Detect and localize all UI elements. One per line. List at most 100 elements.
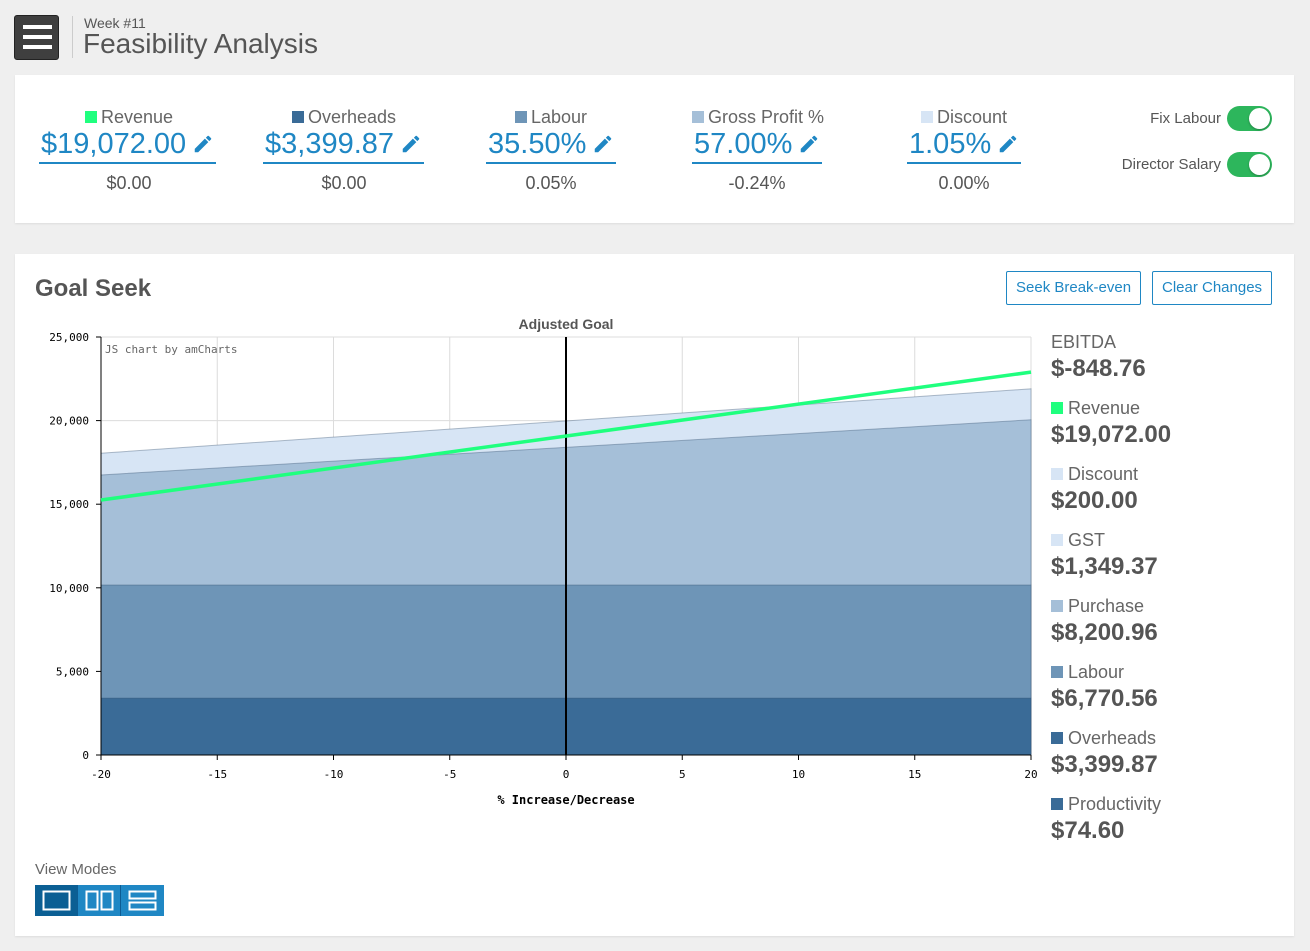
legend-label: Revenue [1068,398,1141,418]
legend-item-discount[interactable]: Discount $200.00 [1051,464,1291,530]
menu-icon-bar [23,35,52,39]
toggle-knob [1249,154,1270,175]
legend-value: $1,349.37 [1051,553,1158,580]
overheads-value-link[interactable]: $3,399.87 [263,127,425,164]
week-label: Week #11 [84,15,146,31]
legend-item-ebitda[interactable]: EBITDA $-848.76 [1051,332,1291,398]
legend-item-labour[interactable]: Labour $6,770.56 [1051,662,1291,728]
header-divider [72,16,73,58]
legend-value: $74.60 [1051,817,1125,844]
view-modes-label: View Modes [35,861,117,878]
pencil-icon [999,135,1017,153]
overheads-swatch [291,111,304,123]
legend-item-overheads[interactable]: Overheads $3,399.87 [1051,728,1291,794]
single-pane-icon [42,890,71,911]
legend-value: $6,770.56 [1051,685,1158,712]
legend-label: Discount [1068,464,1139,484]
clear-changes-button[interactable]: Clear Changes [1152,271,1273,305]
chart-title: Adjusted Goal [519,316,614,332]
director-salary-toggle[interactable] [1227,152,1272,177]
metric-label: Overheads [307,107,397,127]
seek-break-even-button[interactable]: Seek Break-even [1006,271,1142,305]
legend-label: GST [1068,530,1106,550]
y-tick-label: 25,000 [49,331,89,344]
legend-swatch [1051,534,1063,546]
view-mode-columns-button[interactable] [78,885,121,916]
metric-label: Gross Profit % [708,107,825,127]
goal-seek-chart[interactable]: -20 -15 -10 -5 0 5 10 15 20 0 5,000 10,000 15,000 20,… [15,254,1045,824]
metric-label: Labour [530,107,588,127]
discount-swatch [920,111,933,123]
legend-value: $19,072.00 [1051,421,1172,448]
menu-icon-bar [23,25,52,29]
pencil-icon [194,135,212,153]
legend-swatch [1051,600,1063,612]
chart-legend: EBITDA $-848.76 Revenue $19,072.00 Discount $… [1051,332,1291,860]
legend-value: $200.00 [1051,487,1138,514]
pencil-icon [595,135,612,153]
fix-labour-label: Fix Labour [1150,110,1221,127]
discount-value-link[interactable]: 1.05% [907,127,1022,164]
x-tick-label: 0 [563,768,570,781]
legend-value: $3,399.87 [1051,751,1158,778]
x-tick-label: 10 [792,768,805,781]
legend-swatch [1051,666,1063,678]
legend-label: Labour [1068,662,1125,682]
view-mode-rows-button[interactable] [121,885,164,916]
y-tick-label: 0 [82,749,89,762]
pencil-icon [801,135,818,153]
legend-item-productivity[interactable]: Productivity $74.60 [1051,794,1291,860]
menu-icon-bar [23,45,52,49]
metric-label: Revenue [100,107,174,127]
y-tick-label: 20,000 [49,415,89,428]
legend-swatch [1051,732,1063,744]
goal-seek-card: Goal Seek Seek Break-even Clear Changes … [15,254,1294,936]
view-mode-single-button[interactable] [35,885,78,916]
gross-profit-value-link[interactable]: 57.00% [692,127,823,164]
legend-label: EBITDA [1051,332,1117,352]
legend-item-purchase[interactable]: Purchase $8,200.96 [1051,596,1291,662]
metric-delta: $0.00 [321,173,367,193]
gross-profit-swatch [692,111,704,123]
metric-delta: $0.00 [106,173,152,193]
two-columns-icon [85,890,114,911]
menu-button[interactable] [14,15,59,60]
legend-label: Overheads [1068,728,1157,748]
view-modes-group [35,885,164,916]
fix-labour-toggle[interactable] [1227,106,1272,131]
revenue-value-link[interactable]: $19,072.00 [39,127,217,164]
fix-labour-row: Fix Labour [1150,106,1272,131]
revenue-swatch [84,111,97,123]
labour-value-link[interactable]: 35.50% [486,127,617,164]
x-tick-label: 5 [679,768,686,781]
x-tick-label: 15 [908,768,921,781]
metric-delta: -0.24% [728,173,786,193]
two-rows-icon [128,890,157,911]
legend-item-gst[interactable]: GST $1,349.37 [1051,530,1291,596]
x-tick-label: -10 [324,768,344,781]
pencil-icon [402,135,420,153]
x-tick-label: -5 [443,768,456,781]
x-tick-label: -15 [207,768,227,781]
metric-delta: 0.00% [938,173,990,193]
legend-value: $8,200.96 [1051,619,1158,646]
y-tick-label: 10,000 [49,582,89,595]
legend-label: Productivity [1068,794,1162,814]
legend-swatch [1051,798,1063,810]
legend-label: Purchase [1068,596,1145,616]
x-axis-label: % Increase/Decrease [497,793,634,807]
y-tick-label: 5,000 [56,665,89,678]
series-line-revenue [100,370,1032,502]
y-tick-label: 15,000 [49,498,89,511]
legend-item-revenue[interactable]: Revenue $19,072.00 [1051,398,1291,464]
x-tick-label: 20 [1024,768,1037,781]
metrics-card: Revenue $19,072.00 $0.00 Overheads $3,39… [15,75,1294,223]
chart-credit: JS chart by amCharts [105,343,237,356]
director-salary-label: Director Salary [1121,156,1221,173]
page-title: Feasibility Analysis [83,28,318,59]
legend-swatch [1051,468,1063,480]
toggle-knob [1249,108,1270,129]
legend-value: $-848.76 [1051,355,1146,382]
metric-label: Discount [936,107,1008,127]
goal-seek-title: Goal Seek [35,275,152,302]
